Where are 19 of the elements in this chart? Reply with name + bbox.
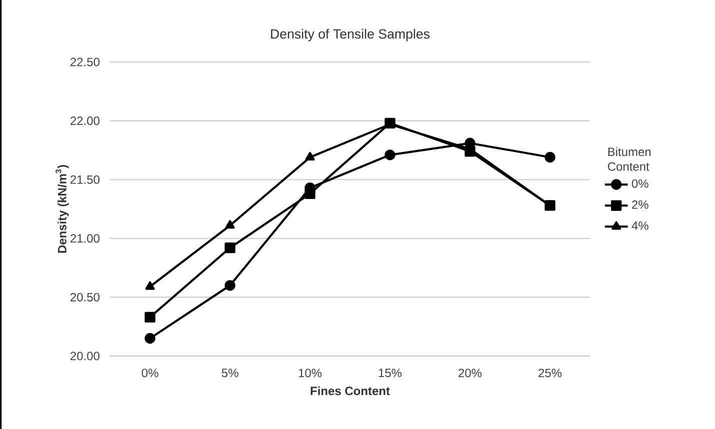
x-tick-label: 15% xyxy=(378,368,402,378)
y-tick-label: 22.00 xyxy=(70,116,100,126)
legend-label: 0% xyxy=(632,179,648,188)
y-tick-label: 22.50 xyxy=(70,58,100,66)
x-tick-label: 10% xyxy=(298,368,322,378)
chart-title: Density of Tensile Samples xyxy=(271,28,430,42)
y-tick-label: 21.50 xyxy=(70,175,100,184)
y-tick-label: 20.00 xyxy=(70,352,100,360)
x-tick-label: 20% xyxy=(458,368,482,378)
x-tick-label: 5% xyxy=(222,368,238,378)
x-tick-label: 0% xyxy=(142,368,158,378)
x-axis-title: Fines Content xyxy=(310,386,390,396)
legend-title: Bitumen Content xyxy=(608,147,651,171)
legend-label: 2% xyxy=(632,200,648,209)
y-axis-title: Density (kN/m$^{3}$) xyxy=(56,165,69,253)
y-tick-label: 20.50 xyxy=(70,292,100,302)
x-tick-label: 25% xyxy=(538,368,562,378)
y-tick-label: 21.00 xyxy=(70,234,100,243)
legend-label: 4% xyxy=(632,221,648,230)
